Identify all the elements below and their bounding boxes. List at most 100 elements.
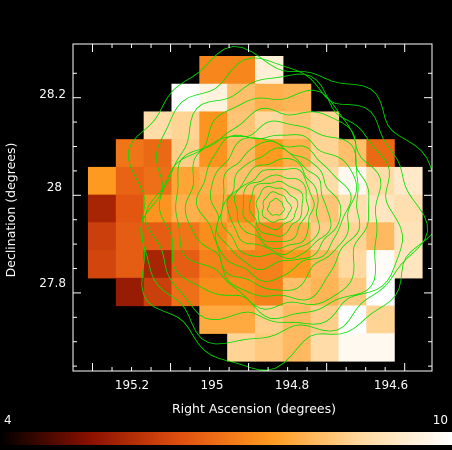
contour-line (195, 134, 358, 291)
heatmap-cell (171, 277, 200, 307)
heatmap-cell (227, 333, 256, 362)
heatmap-cell (88, 194, 117, 223)
colorbar (0, 432, 452, 445)
heatmap-cell (282, 305, 312, 334)
heatmap-cell (394, 222, 423, 251)
heatmap-cell (310, 333, 340, 362)
heatmap-cell (88, 166, 117, 196)
contour-line (233, 168, 315, 249)
heatmap-cell (282, 166, 312, 196)
heatmap-cell (282, 333, 312, 362)
heatmap-cell (171, 222, 200, 251)
contour-line (261, 191, 292, 223)
heatmap-cell (338, 277, 367, 307)
y-axis-label: Declination (degrees) (3, 143, 18, 278)
heatmap-cell (143, 277, 173, 307)
heatmap-cell (282, 139, 312, 168)
heatmap-cell (310, 305, 340, 334)
contour-line (216, 140, 342, 271)
heatmap-cell (366, 250, 395, 279)
heatmap-cell (227, 166, 256, 196)
heatmap-cell (310, 111, 340, 140)
heatmap-cell (115, 250, 145, 279)
heatmap-cell (199, 166, 228, 196)
x-tick-label-1: 195.2 (115, 378, 149, 392)
contour-line (248, 180, 304, 237)
x-tick-label-3: 194.8 (275, 378, 309, 392)
heatmap-cell (227, 305, 256, 334)
y-tick-label-3: 27.8 (39, 276, 66, 290)
heatmap-cell (171, 250, 200, 279)
contour-line (255, 186, 299, 230)
heatmap-cell (310, 139, 340, 168)
heatmap-cell (227, 277, 256, 307)
colorbar-max-label: 10 (433, 413, 448, 427)
heatmap-cell (227, 222, 256, 251)
heatmap-cell (171, 111, 200, 140)
heatmap-cell (115, 166, 145, 196)
heatmap-cell (255, 139, 284, 168)
heatmap-cell (310, 277, 340, 307)
heatmap-cell (199, 83, 228, 113)
heatmap-cell (255, 333, 284, 362)
contour-line (127, 46, 432, 371)
contour-line (226, 158, 320, 256)
heatmap-cell (143, 139, 173, 168)
heatmap-cell (255, 277, 284, 307)
heatmap-cell (171, 166, 200, 196)
contour-line (242, 174, 309, 242)
heatmap-cell (227, 250, 256, 279)
heatmap-cell (282, 222, 312, 251)
heatmap-cell (338, 139, 367, 168)
heatmap-cell (227, 83, 256, 113)
heatmap-cell (282, 277, 312, 307)
heatmap-cell (115, 277, 145, 307)
heatmap-cell (310, 166, 340, 196)
heatmap-cell (255, 194, 284, 223)
heatmap-cells (88, 56, 423, 362)
y-tick-label-2: 28 (47, 180, 62, 194)
contour-line (158, 89, 382, 320)
heatmap-cell (199, 139, 228, 168)
contour-lines (127, 46, 432, 371)
heatmap-cell (143, 166, 173, 196)
contour-line (184, 120, 361, 301)
heatmap-cell (366, 333, 395, 362)
heatmap-cell (366, 222, 395, 251)
heatmap-cell (199, 111, 228, 140)
heatmap-cell (338, 166, 367, 196)
axis-ticks (73, 44, 432, 371)
contour-line (175, 107, 370, 310)
heatmap-cell (394, 166, 423, 196)
contour-line (210, 137, 352, 282)
heatmap-cell (310, 194, 340, 223)
contour-line (145, 73, 403, 325)
heatmap-cell (171, 83, 200, 113)
heatmap-cell (310, 222, 340, 251)
colorbar-min-label: 4 (4, 413, 12, 427)
heatmap-cell (394, 194, 423, 223)
heatmap-cell (366, 305, 395, 334)
heatmap-cell (338, 250, 367, 279)
heatmap-cell (199, 56, 228, 85)
contour-line (140, 57, 428, 345)
x-axis-label: Right Ascension (degrees) (172, 401, 336, 416)
x-tick-label-2: 195 (201, 378, 224, 392)
heatmap-cell (143, 111, 173, 140)
heatmap-cell (199, 277, 228, 307)
y-tick-label-1: 28.2 (39, 87, 66, 101)
heatmap-cell (338, 333, 367, 362)
heatmap-cell (255, 305, 284, 334)
plot-frame (72, 43, 433, 372)
contour-line (267, 197, 285, 216)
heatmap-cell (88, 222, 117, 251)
heatmap-cell (338, 305, 367, 334)
heatmap-cell (115, 194, 145, 223)
heatmap-cell (115, 222, 145, 251)
heatmap-cell (282, 250, 312, 279)
heatmap-cell (88, 250, 117, 279)
x-tick-label-4: 194.6 (374, 378, 408, 392)
heatmap-cell (366, 194, 395, 223)
